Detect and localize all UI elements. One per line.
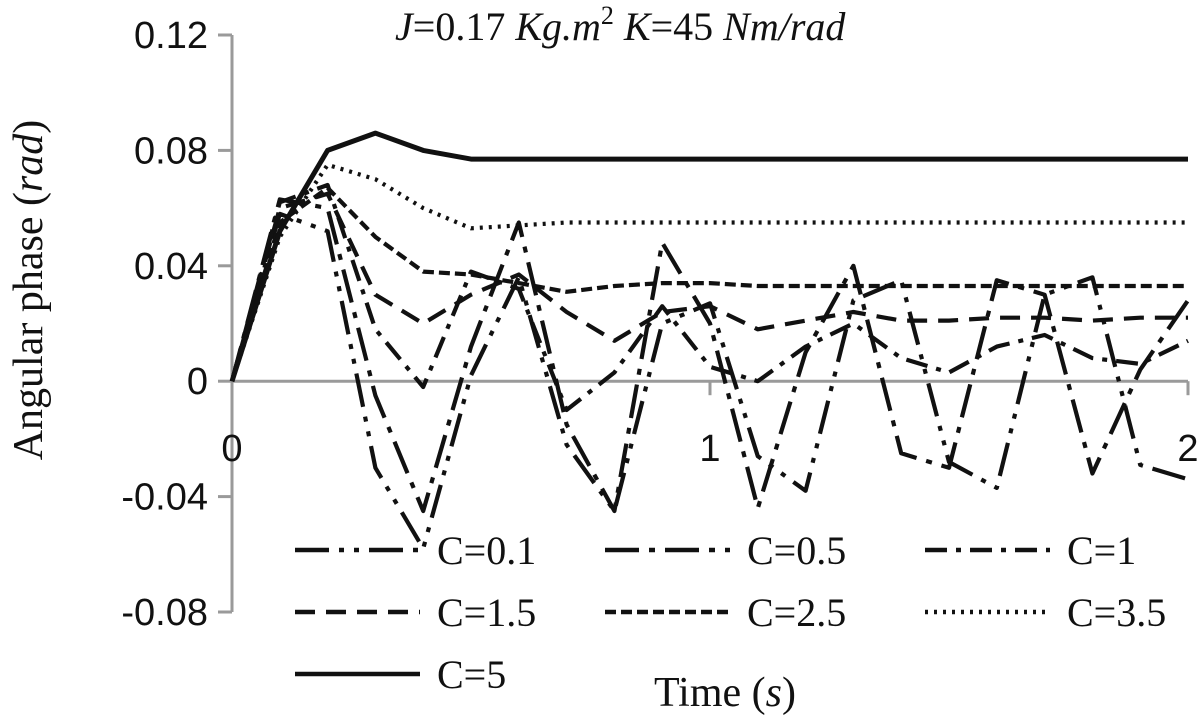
x-tick-label: 1 [699, 428, 720, 470]
legend: C=0.1 C=0.5 C=1 C=1.5 C=2.5 C=3.5 C=5 [295, 528, 1166, 697]
x-axis-title: Time (s) [654, 670, 796, 716]
tick-labels: 0.12 0.08 0.04 0 -0.04 -0.08 0 1 2 [121, 15, 1198, 634]
legend-label: C=3.5 [1067, 590, 1166, 635]
x-tick-label: 0 [221, 428, 242, 470]
y-tick-label: -0.04 [121, 477, 208, 519]
series-line [229, 182, 1189, 413]
series-lines [229, 130, 1190, 551]
series-line [229, 191, 1188, 382]
y-tick-label: 0.08 [134, 130, 208, 172]
y-axis-title: Angular phase (rad) [6, 120, 52, 461]
x-tick-label: 2 [1177, 428, 1198, 470]
y-tick-label: -0.08 [121, 592, 208, 634]
legend-label: C=5 [437, 652, 506, 697]
y-tick-label: 0.12 [134, 15, 208, 57]
y-tick-label: 0.04 [134, 246, 208, 288]
series-line [230, 162, 1188, 382]
series-line [229, 185, 1188, 382]
chart-title: J=0.17 Kg.m2 K=45 Nm/rad [395, 1, 846, 49]
series-line [229, 197, 1190, 514]
legend-label: C=1 [1067, 528, 1136, 573]
legend-label: C=2.5 [747, 590, 846, 635]
series-line [229, 130, 1188, 382]
legend-label: C=1.5 [437, 590, 536, 635]
legend-label: C=0.1 [437, 528, 536, 573]
legend-label: C=0.5 [747, 528, 846, 573]
y-tick-label: 0 [187, 361, 208, 403]
series-line [229, 211, 1189, 551]
